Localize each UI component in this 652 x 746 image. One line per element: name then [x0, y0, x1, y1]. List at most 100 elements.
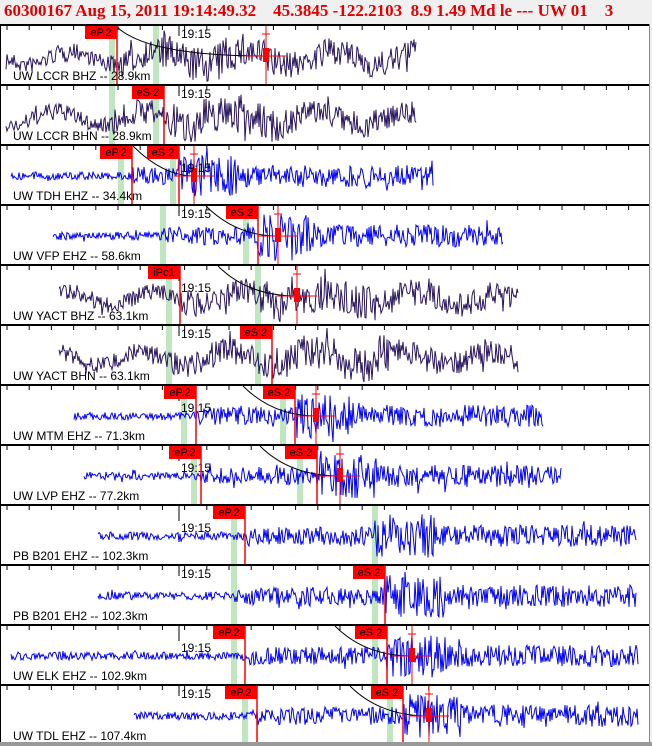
pick-label: eS 2	[360, 627, 383, 639]
waveform	[73, 394, 544, 443]
s-pick[interactable]: eS 2	[355, 626, 388, 684]
p-pick[interactable]: eP.2	[169, 446, 202, 504]
pick-label: eP.2	[169, 387, 190, 399]
seismogram-trace: 19:15 eS 2	[6, 566, 637, 624]
p-pick[interactable]: eP.2	[100, 146, 133, 204]
pick-label: eS 2	[245, 327, 268, 339]
p-pick[interactable]: iPc1	[148, 266, 181, 324]
station-label: UW TDL EHZ -- 107.4km	[13, 729, 147, 743]
pick-label: eS 2	[137, 87, 160, 99]
trace-panel[interactable]: 19:15 eP.2 eS 2 UW TDH EHZ -- 34.4km	[1, 144, 649, 204]
trace-panel[interactable]: 19:15 eS 2 PB B201 EH2 -- 102.3km	[1, 564, 649, 624]
pick-label: eS 2	[152, 147, 175, 159]
trace-panel[interactable]: 19:15 eP.2 eS 2 UW ELK EHZ -- 102.9km	[1, 624, 649, 684]
trace-panel[interactable]: 19:15 eS 2 UW LCCR BHN -- 28.9km	[1, 84, 649, 144]
time-mark-label: 19:15	[181, 327, 211, 341]
waveform	[97, 571, 637, 618]
p-pick[interactable]: eP.2	[225, 686, 258, 744]
s-pick[interactable]: eS 2	[371, 686, 404, 744]
station-label: PB B201 EH2 -- 102.3km	[13, 609, 148, 623]
waveform	[5, 94, 417, 143]
seismogram-trace: 19:15 eP.2 eS 2	[6, 686, 639, 744]
waveform	[83, 450, 562, 498]
theoretical-arrival-bar	[280, 386, 286, 444]
station-label: UW LCCR BHN -- 28.9km	[13, 129, 152, 143]
time-mark-label: 19:15	[181, 567, 211, 581]
s-pick[interactable]: eS 2	[285, 446, 318, 504]
trace-panel[interactable]: 19:15 eS 2 UW VFP EHZ -- 58.6km	[1, 204, 649, 264]
pick-label: eP.2	[90, 27, 111, 39]
time-mark-label: 19:15	[181, 521, 211, 535]
travel-time-curve	[115, 26, 267, 57]
station-label: UW VFP EHZ -- 58.6km	[13, 249, 141, 263]
station-label: UW LCCR BHZ -- 28.9km	[13, 69, 151, 83]
theoretical-arrival-bar	[231, 506, 237, 564]
theoretical-arrival-bar	[231, 566, 237, 624]
theoretical-arrival-bar	[109, 86, 115, 144]
waveform	[133, 694, 639, 738]
pick-label: iPc1	[153, 267, 174, 279]
s-pick[interactable]: eS 2	[132, 86, 165, 144]
theoretical-arrival-bar	[170, 146, 176, 204]
pick-label: eS 2	[268, 387, 291, 399]
theoretical-arrival-bar	[153, 26, 159, 84]
time-mark-label: 19:15	[181, 641, 211, 655]
seismogram-trace: 19:15 eP.2 eS 2	[6, 446, 630, 504]
waveform	[58, 268, 519, 323]
pick-label: eP.2	[174, 447, 195, 459]
seismogram-trace: 19:15 eS 2	[6, 326, 630, 384]
theoretical-arrival-bar	[255, 266, 261, 324]
theoretical-arrival-bar	[387, 686, 393, 744]
s-pick[interactable]: eS 2	[147, 146, 180, 204]
trace-panel[interactable]: 19:15 eP.2 eS 2 UW TDL EHZ -- 107.4km	[1, 684, 649, 744]
time-mark-label: 19:15	[181, 161, 211, 175]
theoretical-arrival-bar	[372, 506, 378, 564]
time-mark-label: 19:15	[181, 461, 211, 475]
trace-panel[interactable]: 19:15 eS 2 UW YACT BHN -- 63.1km	[1, 324, 649, 384]
pick-label: eS 2	[358, 567, 381, 579]
seismogram-trace: 19:15 eP.2 eS 2	[6, 146, 630, 204]
s-pick[interactable]: eS 2	[226, 206, 259, 264]
trace-panel[interactable]: 19:15 eP.2 eS 2 UW MTM EHZ -- 71.3km	[1, 384, 649, 444]
theoretical-arrival-bar	[109, 26, 115, 84]
pick-label: eP.2	[218, 627, 239, 639]
p-pick[interactable]: eP.2	[213, 626, 246, 684]
pick-label: eS 2	[290, 447, 313, 459]
seismogram-trace: 19:15 iPc1	[6, 266, 630, 324]
p-pick[interactable]: eP.2	[164, 386, 197, 444]
p-pick[interactable]: eP.2	[213, 506, 246, 564]
waveform	[97, 514, 637, 558]
waveform	[10, 634, 639, 678]
horizontal-scrollbar[interactable]	[0, 742, 652, 746]
time-mark-label: 19:15	[181, 207, 211, 221]
s-pick[interactable]: eS 2	[353, 566, 386, 624]
time-mark-label: 19:15	[181, 27, 211, 41]
waveform	[58, 327, 519, 383]
theoretical-arrival-bar	[231, 626, 237, 684]
station-label: UW YACT BHN -- 63.1km	[13, 369, 150, 383]
time-mark-label: 19:15	[181, 281, 211, 295]
seismogram-trace: 19:15 eP.2	[6, 506, 637, 564]
p-pick[interactable]: eP.2	[85, 26, 118, 84]
station-label: UW LVP EHZ -- 77.2km	[13, 489, 140, 503]
waveform	[10, 147, 434, 197]
time-mark-label: 19:15	[181, 687, 211, 701]
theoretical-arrival-bar	[243, 206, 249, 264]
seismogram-trace: 19:15 eS 2	[5, 86, 630, 144]
trace-panel[interactable]: 19:15 eP.2 eS 2 UW LVP EHZ -- 77.2km	[1, 444, 649, 504]
s-pick[interactable]: eS 2	[263, 386, 296, 444]
seismogram-trace: 19:15 eS 2	[6, 206, 630, 264]
event-summary-header: 60300167 Aug 15, 2011 19:14:49.32 45.384…	[0, 0, 652, 24]
trace-panel[interactable]: 19:15 eP.2 PB B201 EHZ -- 102.3km	[1, 504, 649, 564]
station-label: UW YACT BHZ -- 63.1km	[13, 309, 149, 323]
s-pick[interactable]: eS 2	[240, 326, 273, 384]
time-mark-label: 19:15	[181, 87, 211, 101]
trace-panel[interactable]: 19:15 iPc1 UW YACT BHZ -- 63.1km	[1, 264, 649, 324]
trace-panel[interactable]: 19:15 eP.2 UW LCCR BHZ -- 28.9km	[1, 24, 649, 84]
seismogram-trace: 19:15 eP.2 eS 2	[6, 626, 639, 684]
pick-label: eP.2	[218, 507, 239, 519]
pick-label: eP.2	[230, 687, 251, 699]
pick-label: eP.2	[105, 147, 126, 159]
station-label: UW TDH EHZ -- 34.4km	[13, 189, 143, 203]
